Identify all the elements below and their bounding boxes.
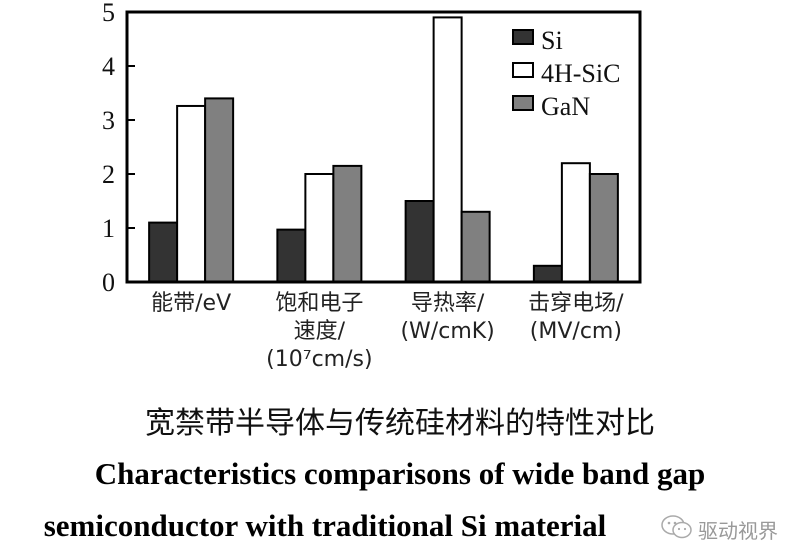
- bar-gan: [588, 173, 619, 283]
- y-tick-label: 4: [102, 52, 115, 81]
- legend-swatch: [512, 29, 534, 45]
- watermark: 驱动视界: [660, 514, 778, 545]
- watermark-text: 驱动视界: [698, 519, 778, 543]
- x-category-label-line: 击穿电场/: [528, 291, 624, 316]
- caption-english-line2: semiconductor with traditional Si materi…: [43, 508, 607, 543]
- bar-gan: [460, 210, 491, 283]
- x-category-label: 导热率/ (W/cmK): [378, 290, 518, 346]
- bar-si: [276, 228, 307, 283]
- bar-gan: [204, 97, 235, 284]
- x-category-label-line: 能带/eV: [151, 291, 232, 316]
- x-category-label: 能带/eV: [121, 290, 261, 318]
- bar-si: [532, 264, 563, 283]
- bar-si: [148, 221, 179, 284]
- y-tick-label: 1: [102, 214, 115, 243]
- wechat-icon: [660, 514, 694, 545]
- bar-chart: 0 1 2 3 4 5 Si 4H-SiC GaN: [102, 0, 642, 297]
- bar-gan: [332, 164, 363, 283]
- x-category-label-line: (W/cmK): [400, 319, 495, 344]
- bar-4h-sic: [432, 16, 463, 284]
- x-category-label: 击穿电场/ (MV/cm): [506, 290, 646, 346]
- legend-swatch: [512, 95, 534, 111]
- x-category-label-line: 导热率/: [410, 291, 485, 316]
- x-category-label-line: 饱和电子: [275, 291, 364, 316]
- legend-swatch: [512, 62, 534, 78]
- legend-label: GaN: [541, 92, 590, 121]
- y-tick-label: 3: [102, 106, 115, 135]
- legend-label: Si: [541, 26, 563, 55]
- y-tick-label: 2: [102, 160, 115, 189]
- legend-label: 4H-SiC: [541, 59, 620, 88]
- caption-english-line1: Characteristics comparisons of wide band…: [94, 456, 706, 491]
- bar-si: [404, 200, 435, 283]
- bar-4h-sic: [304, 173, 335, 283]
- bar-4h-sic: [560, 162, 591, 283]
- y-tick-label: 0: [102, 268, 115, 297]
- bar-4h-sic: [176, 104, 207, 283]
- x-category-label-line: 速度/: [293, 319, 346, 344]
- x-category-label: 饱和电子速度/ (10⁷cm/s): [249, 290, 389, 374]
- plot-frame: [125, 10, 642, 284]
- y-tick-label: 5: [102, 0, 115, 27]
- caption-chinese: 宽禁带半导体与传统硅材料的特性对比: [145, 406, 655, 441]
- x-category-label-line: (MV/cm): [529, 319, 622, 344]
- x-category-label-line: (10⁷cm/s): [266, 347, 373, 372]
